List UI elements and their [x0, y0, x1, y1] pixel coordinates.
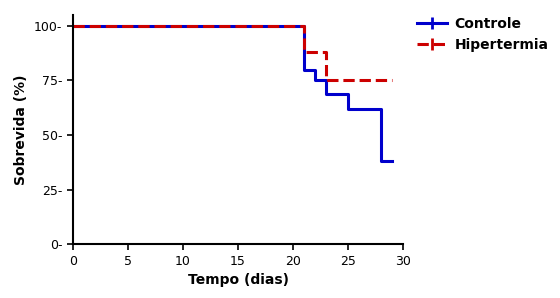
X-axis label: Tempo (dias): Tempo (dias)	[188, 273, 288, 287]
Legend: Controle, Hipertermia: Controle, Hipertermia	[417, 17, 548, 52]
Y-axis label: Sobrevida (%): Sobrevida (%)	[15, 74, 29, 185]
